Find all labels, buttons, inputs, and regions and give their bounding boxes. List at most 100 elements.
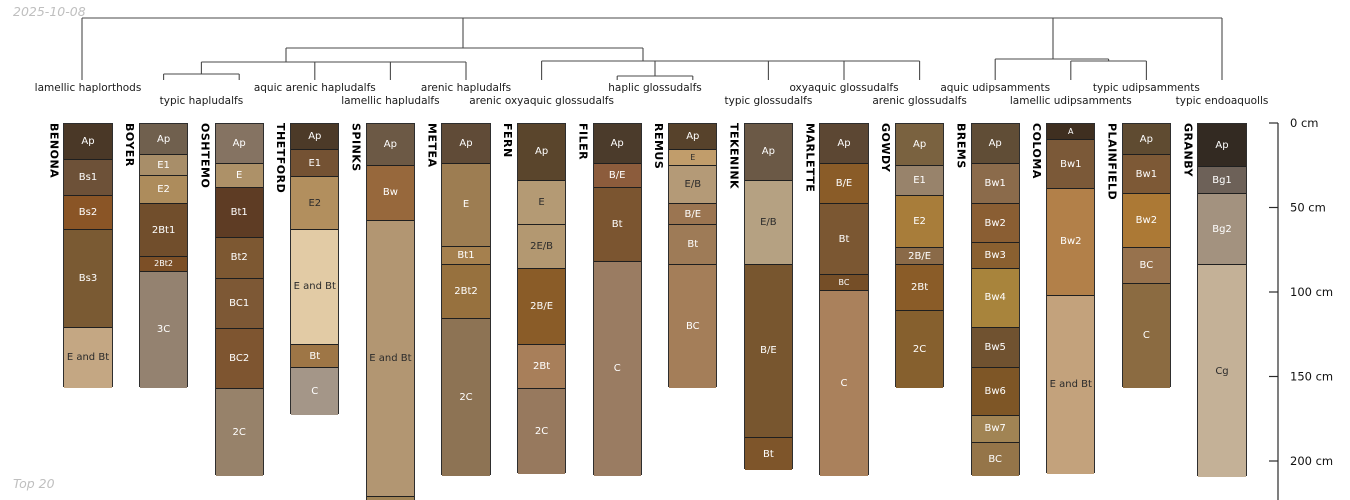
soil-column-boyer: Ap E1 E2 2Bt1 2Bt2 3C [138,123,189,388]
horizon: E and Bt [64,326,112,388]
horizon-label: BC2 [229,353,250,365]
horizon-label: Bs2 [78,206,98,218]
horizon-label: Bw1 [1135,168,1158,180]
horizon-label: C [613,363,621,375]
horizon-label: Bg1 [1212,174,1232,186]
horizon-label: BC [685,320,700,332]
column-title: BENONA [47,123,61,179]
horizon: Bw5 [971,326,1019,368]
soil-column-fern: Ap E 2E/B 2B/E 2Bt 2C [516,123,567,474]
horizon-label: Bt2 [230,252,248,264]
column-title: PLAINFIELD [1105,123,1119,201]
horizon-label: Ap [232,137,246,149]
horizon: Bt [291,343,339,368]
horizon-label: 2Bt2 [154,259,173,269]
horizon-label: 2B/E [530,300,554,312]
horizon: B/E [669,203,717,224]
taxon-label: arenic oxyaquic glossudalfs [469,95,614,107]
horizon: Ap [971,124,1019,163]
horizon-label: E [538,196,545,208]
horizon-label: Ap [610,137,624,149]
horizon: Ap [820,124,868,163]
taxon-label: typic endoaquolls [1176,95,1269,107]
horizon [366,495,415,500]
column-title: COLOMA [1030,123,1044,179]
horizon-label: Bw1 [1060,158,1082,170]
horizon-label: E and Bt [293,281,336,293]
depth-axis-tick-label: 0 cm [1290,116,1319,130]
horizon: BC [669,264,717,388]
horizon-label: E and Bt [66,352,110,364]
horizon: 2C [215,387,263,476]
horizon-label: Ap [837,137,851,149]
taxon-label: typic hapludalfs [160,95,244,107]
horizon-label: Bt [309,350,321,362]
horizon: Bw1 [1047,139,1095,189]
horizon-label: Bw [382,187,398,199]
soil-column-tekenink: Ap E/B B/E Bt [743,123,794,471]
horizon-label: Bg2 [1212,223,1232,235]
horizon-label: C [1142,330,1150,342]
horizon: Bw2 [1122,193,1171,248]
depth-axis-tick-label: 200 cm [1290,454,1333,468]
horizon: E2 [139,174,188,204]
depth-axis-tick-label: 50 cm [1290,201,1326,215]
horizon: Ap [366,124,415,165]
horizon: E2 [291,176,339,229]
horizon-label: E [462,199,470,211]
horizon: Bt [820,203,868,275]
horizon-label: E2 [913,216,926,228]
horizon: Bt2 [215,237,263,278]
horizon-label: Ap [459,137,473,149]
horizon: 2B/E [895,247,944,265]
horizon: Ap [442,124,490,163]
horizon: E1 [139,154,188,175]
horizon: Ap [291,124,339,150]
taxon-label: lamellic haplorthods [35,82,142,94]
horizon: BC2 [215,328,263,388]
soil-column-thetford: Ap E1 E2 E and Bt Bt C [290,123,340,415]
taxon-label: typic glossudalfs [724,95,812,107]
taxon-label: arenic glossudalfs [872,95,966,107]
soil-column-marlette: Ap B/E Bt BC C [819,123,869,476]
horizon: Bw3 [971,242,1019,268]
horizon: C [593,260,641,476]
soil-column-coloma: A Bw1 Bw2 E and Bt [1046,123,1096,474]
horizon: BC [820,274,868,290]
horizon: E/B [744,179,793,265]
taxon-label: typic udipsamments [1093,82,1200,94]
column-title: METEA [425,123,439,168]
horizon-label: Ap [81,136,95,148]
horizon-label: 3C [156,324,171,336]
horizon-label: Ap [156,133,171,145]
horizon-label: E [236,169,243,181]
horizon: Bw4 [971,267,1019,327]
horizon: B/E [744,264,793,437]
horizon-label: E/B [760,217,777,229]
horizon: 2B/E [517,267,566,344]
horizon: Bs3 [64,228,112,327]
column-title: GRANBY [1181,123,1195,177]
horizon: BC [1122,247,1171,283]
taxon-label: arenic hapludalfs [421,82,511,94]
horizon-label: BC [988,453,1003,465]
horizon: 2C [517,387,566,474]
horizon: Bw [366,164,415,221]
horizon: Bt [593,186,641,261]
column-title: MARLETTE [803,123,817,193]
horizon-label: Ap [761,146,775,158]
horizon: Ap [139,124,188,155]
horizon-label: E2 [308,197,322,209]
horizon: 3C [139,271,188,388]
horizon: E2 [895,194,944,248]
taxon-label: aquic arenic hapludalfs [254,82,376,94]
horizon: Ap [669,124,717,150]
horizon-label: 2C [459,391,473,403]
footer-label: Top 20 [13,476,55,491]
depth-axis-tick-label: 100 cm [1290,285,1333,299]
horizon: 2Bt [517,343,566,388]
horizon: Bw7 [971,414,1019,442]
horizon: Ap [215,124,263,163]
